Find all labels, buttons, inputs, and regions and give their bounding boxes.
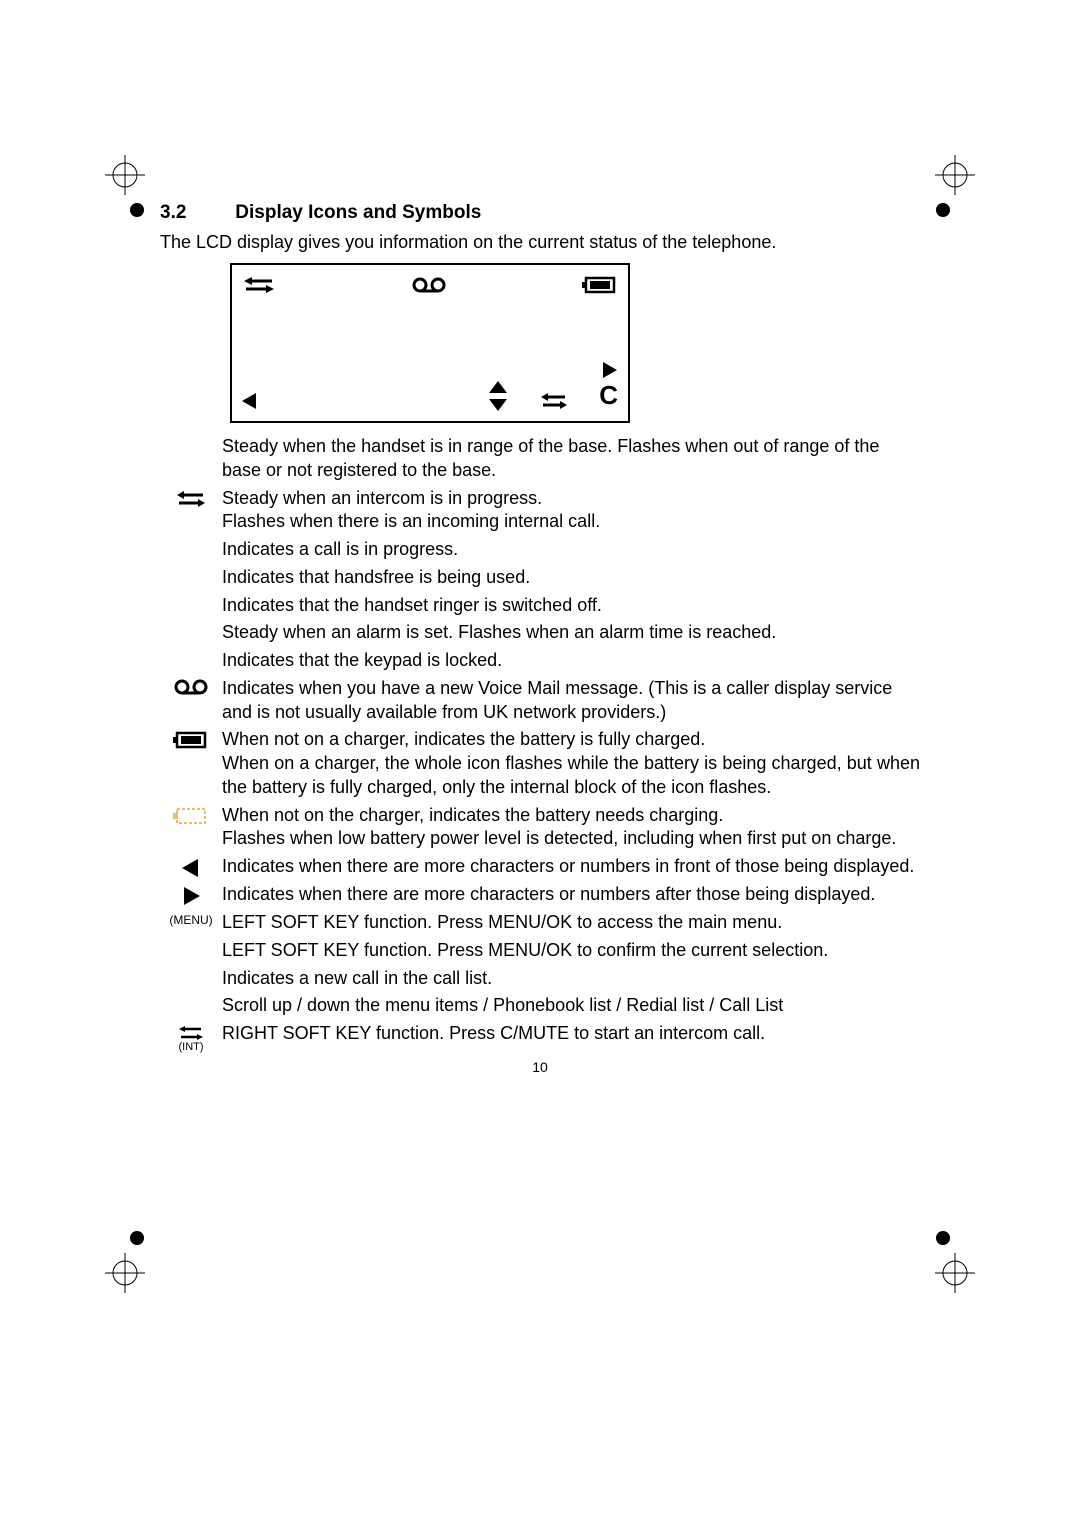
left-arrow-icon bbox=[242, 391, 258, 411]
registration-mark bbox=[105, 1253, 145, 1293]
desc-row: Indicates when there are more characters… bbox=[160, 855, 920, 879]
registration-dot bbox=[936, 1231, 950, 1245]
desc-row: (MENU) LEFT SOFT KEY function. Press MEN… bbox=[160, 911, 920, 935]
updown-icon bbox=[487, 381, 509, 411]
desc-text: When not on the charger, indicates the b… bbox=[222, 804, 920, 828]
desc-text: RIGHT SOFT KEY function. Press C/MUTE to… bbox=[222, 1022, 920, 1046]
desc-row: (INT) RIGHT SOFT KEY function. Press C/M… bbox=[160, 1022, 920, 1053]
menu-label: (MENU) bbox=[169, 913, 212, 927]
desc-row: When not on a charger, indicates the bat… bbox=[160, 728, 920, 799]
desc-text: Indicates that the keypad is locked. bbox=[222, 649, 920, 673]
desc-text: Steady when an alarm is set. Flashes whe… bbox=[222, 621, 920, 645]
desc-row: Indicates when there are more characters… bbox=[160, 883, 920, 907]
desc-text: Steady when the handset is in range of t… bbox=[222, 435, 920, 483]
right-arrow-icon bbox=[601, 360, 617, 380]
desc-text: Steady when an intercom is in progress. bbox=[222, 487, 920, 511]
desc-text: Indicates a call is in progress. bbox=[222, 538, 920, 562]
registration-mark bbox=[105, 155, 145, 195]
intercom-icon bbox=[242, 275, 276, 295]
int-label: (INT) bbox=[178, 1042, 203, 1053]
battery-full-icon bbox=[582, 275, 618, 295]
desc-row: Indicates that the keypad is locked. bbox=[160, 649, 920, 673]
desc-text: When on a charger, the whole icon flashe… bbox=[222, 752, 920, 800]
desc-row: Steady when the handset is in range of t… bbox=[160, 435, 920, 483]
desc-text: Indicates that handsfree is being used. bbox=[222, 566, 920, 590]
desc-row: Steady when an alarm is set. Flashes whe… bbox=[160, 621, 920, 645]
desc-text: When not on a charger, indicates the bat… bbox=[222, 728, 920, 752]
desc-text: Flashes when there is an incoming intern… bbox=[222, 510, 920, 534]
desc-row: LEFT SOFT KEY function. Press MENU/OK to… bbox=[160, 939, 920, 963]
left-arrow-icon bbox=[182, 857, 200, 879]
battery-low-icon bbox=[173, 806, 209, 826]
desc-row: Indicates that handsfree is being used. bbox=[160, 566, 920, 590]
desc-row: Scroll up / down the menu items / Phoneb… bbox=[160, 994, 920, 1018]
intercom-icon bbox=[175, 489, 207, 509]
registration-dot bbox=[130, 1231, 144, 1245]
intercom-small-icon bbox=[539, 391, 569, 411]
lcd-display: C bbox=[230, 263, 630, 423]
section-number: 3.2 bbox=[160, 202, 230, 224]
registration-mark bbox=[935, 155, 975, 195]
desc-text: Indicates that the handset ringer is swi… bbox=[222, 594, 920, 618]
registration-dot bbox=[130, 203, 144, 217]
desc-text: Indicates when there are more characters… bbox=[222, 855, 920, 879]
desc-row: Indicates that the handset ringer is swi… bbox=[160, 594, 920, 618]
desc-row: Indicates when you have a new Voice Mail… bbox=[160, 677, 920, 725]
desc-text: Indicates a new call in the call list. bbox=[222, 967, 920, 991]
right-arrow-icon bbox=[182, 885, 200, 907]
intro-text: The LCD display gives you information on… bbox=[160, 232, 920, 253]
registration-mark bbox=[935, 1253, 975, 1293]
desc-row: Indicates a new call in the call list. bbox=[160, 967, 920, 991]
desc-text: LEFT SOFT KEY function. Press MENU/OK to… bbox=[222, 939, 920, 963]
section-heading: 3.2 Display Icons and Symbols bbox=[160, 202, 920, 224]
desc-row: Indicates a call is in progress. bbox=[160, 538, 920, 562]
battery-full-icon bbox=[173, 730, 209, 750]
desc-row: Steady when an intercom is in progress. … bbox=[160, 487, 920, 535]
desc-text: Scroll up / down the menu items / Phoneb… bbox=[222, 994, 920, 1018]
desc-row: When not on the charger, indicates the b… bbox=[160, 804, 920, 852]
lcd-c-label: C bbox=[599, 380, 618, 411]
intercom-icon bbox=[177, 1024, 205, 1042]
voicemail-icon bbox=[174, 679, 208, 695]
desc-text: Flashes when low battery power level is … bbox=[222, 827, 920, 851]
desc-text: Indicates when you have a new Voice Mail… bbox=[222, 677, 920, 725]
desc-text: LEFT SOFT KEY function. Press MENU/OK to… bbox=[222, 911, 920, 935]
voicemail-icon bbox=[412, 277, 446, 293]
page-number: 10 bbox=[160, 1059, 920, 1075]
section-title: Display Icons and Symbols bbox=[235, 202, 481, 223]
registration-dot bbox=[936, 203, 950, 217]
desc-text: Indicates when there are more characters… bbox=[222, 883, 920, 907]
